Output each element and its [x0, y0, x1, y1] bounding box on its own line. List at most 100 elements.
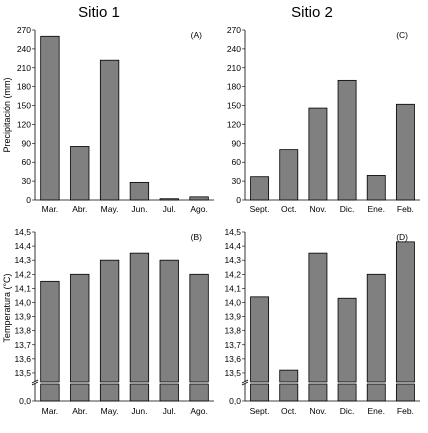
x-category-label: Ago. [190, 204, 208, 214]
bar-base-segment [70, 383, 90, 402]
bar [189, 273, 209, 383]
y-tick-label: 14,4 [14, 241, 31, 251]
bar [99, 59, 120, 201]
x-category-label: Nov. [309, 204, 326, 214]
x-category-label: Feb. [397, 406, 414, 416]
bar [337, 79, 357, 201]
y-tick-label: 13,9 [224, 312, 241, 322]
y-tick-label: 13,7 [224, 340, 241, 350]
y-tick-label: 150 [17, 101, 31, 111]
bar [40, 280, 60, 383]
x-category-label: Ago. [190, 406, 208, 416]
y-tick-label: 14,1 [14, 283, 31, 293]
y-tick-label: 13,6 [224, 354, 241, 364]
bar [189, 196, 209, 201]
y-tick-label: 14,2 [14, 269, 31, 279]
x-category-label: Nov. [309, 406, 326, 416]
y-tick-label: 210 [227, 63, 241, 73]
panel-label: (B) [191, 232, 203, 242]
temperature-axis-label: Temperatura (°C) [2, 273, 12, 342]
bar-base-segment [279, 383, 299, 402]
bar-base-segment [159, 383, 179, 402]
bar [70, 273, 90, 383]
x-category-label: Jun. [131, 204, 147, 214]
y-tick-label: 60 [22, 157, 32, 167]
panel-b-temperature-site1: 13,5 13,6 13,7 13,8 13,9 14,0 14,1 14,2 14,3 14,4… [14, 227, 214, 416]
y-tick-label: 14,1 [224, 283, 241, 293]
y-tick-label: 270 [227, 25, 241, 35]
site2-title: Sitio 2 [291, 4, 333, 21]
y-tick-label: 60 [232, 157, 242, 167]
bar-base-segment [366, 383, 386, 402]
y-tick-label: 90 [22, 138, 32, 148]
panel-a-precipitation-site1: 0 30 60 90 120 150 180 210 240 270 Mar. Abr. May. Jun… [17, 25, 214, 214]
bar-base-segment [99, 383, 120, 402]
bar [279, 369, 299, 383]
y-tick-label: 30 [232, 176, 242, 186]
x-category-label: Dic. [340, 204, 355, 214]
y-tick-label: 13,8 [14, 326, 31, 336]
bar [395, 103, 415, 201]
bar [250, 296, 270, 383]
x-category-label: Ene. [368, 406, 386, 416]
bar [129, 252, 150, 383]
bar [159, 198, 179, 201]
axis-break-mark [241, 379, 249, 386]
y-tick-label: 13,7 [14, 340, 31, 350]
bar-base-segment [337, 383, 357, 402]
y-tick-label: 13,5 [224, 368, 241, 378]
bar-base-segment [40, 383, 60, 402]
x-category-label: Sept. [250, 204, 270, 214]
y-tick-label: 0 [236, 195, 241, 205]
y-tick-label: 120 [227, 119, 241, 129]
y-tick-label: 240 [227, 44, 241, 54]
bar-base-segment [395, 383, 415, 402]
bar [337, 297, 357, 383]
bar-base-segment [189, 383, 209, 402]
y-tick-label: 210 [17, 63, 31, 73]
y-tick-label: 13,9 [14, 312, 31, 322]
panel-label: (C) [396, 30, 408, 40]
bar [395, 241, 415, 383]
bar [308, 252, 328, 383]
y-tick-label: 14,3 [224, 255, 241, 265]
x-category-label: Jul. [163, 204, 176, 214]
panel-d-temperature-site2: 13,5 13,6 13,7 13,8 13,9 14,0 14,1 14,2 14,3 14,4… [224, 227, 420, 416]
y-tick-label-zero: 0,0 [229, 396, 241, 406]
x-category-label: Dic. [340, 406, 355, 416]
panel-label: (A) [191, 30, 203, 40]
y-tick-label: 13,8 [224, 326, 241, 336]
x-category-label: Abr. [72, 204, 87, 214]
axis-break-mark [31, 379, 39, 386]
bar [99, 259, 120, 383]
x-category-label: Mar. [42, 204, 59, 214]
bar [159, 259, 179, 383]
x-category-label: Oct. [281, 204, 297, 214]
y-tick-label: 14,3 [14, 255, 31, 265]
y-tick-label: 90 [232, 138, 242, 148]
y-tick-label: 14,5 [14, 227, 31, 237]
x-category-label: May. [101, 204, 119, 214]
bar-base-segment [129, 383, 150, 402]
y-tick-label: 14,4 [224, 241, 241, 251]
bar [366, 273, 386, 383]
y-tick-label: 14,0 [14, 297, 31, 307]
x-category-label: Feb. [397, 204, 414, 214]
bar [40, 35, 60, 201]
y-tick-label: 180 [227, 82, 241, 92]
y-tick-label: 13,5 [14, 368, 31, 378]
y-tick-label: 0 [26, 195, 31, 205]
y-tick-label: 150 [227, 101, 241, 111]
y-tick-label: 30 [22, 176, 32, 186]
y-tick-label: 14,2 [224, 269, 241, 279]
y-tick-label: 180 [17, 82, 31, 92]
bar [279, 149, 299, 201]
site1-title: Sitio 1 [78, 4, 120, 21]
bar-base-segment [250, 383, 270, 402]
x-category-label: Jul. [163, 406, 176, 416]
bar [129, 181, 150, 201]
y-tick-label: 120 [17, 119, 31, 129]
bar-base-segment [308, 383, 328, 402]
x-category-label: Sept. [250, 406, 270, 416]
